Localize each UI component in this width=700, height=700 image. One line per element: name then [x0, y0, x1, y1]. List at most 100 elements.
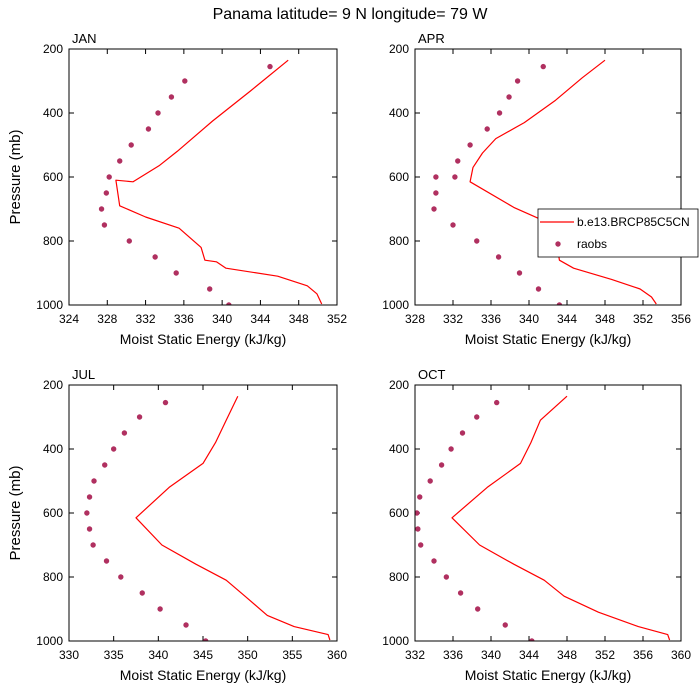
y-tick-label: 800	[43, 570, 63, 584]
y-tick-label: 800	[389, 570, 409, 584]
raobs-point	[535, 286, 542, 292]
x-tick-label: 348	[289, 312, 309, 326]
raobs-point	[117, 158, 123, 164]
raobs-point	[226, 302, 232, 305]
raobs-point	[415, 526, 421, 532]
raobs-point	[431, 206, 437, 212]
raobs-point	[152, 254, 158, 260]
raobs-point	[474, 238, 480, 244]
raobs-point	[90, 542, 96, 548]
plot-frame	[414, 384, 682, 642]
raobs-point	[448, 446, 454, 452]
plot-area	[84, 395, 331, 641]
raobs-point	[121, 430, 128, 436]
y-tick-label: 400	[389, 106, 409, 120]
raobs-point	[506, 94, 512, 100]
raobs-point	[459, 430, 466, 436]
model-line	[451, 395, 671, 641]
raobs-point	[502, 622, 508, 628]
raobs-point	[529, 638, 535, 641]
model-line	[135, 395, 331, 641]
raobs-point	[173, 270, 179, 276]
plot-frame	[68, 384, 338, 642]
raobs-point	[514, 78, 521, 84]
x-tick-label: 336	[174, 312, 194, 326]
x-tick-label: 345	[193, 648, 213, 662]
x-tick-label: 344	[519, 648, 539, 662]
legend-box	[537, 208, 699, 258]
y-tick-label: 600	[389, 170, 409, 184]
raobs-point	[427, 478, 433, 484]
y-tick-label: 400	[43, 106, 63, 120]
y-tick-label: 400	[389, 442, 409, 456]
raobs-point	[431, 558, 437, 564]
x-axis-label: Moist Static Energy (kJ/kg)	[465, 667, 632, 683]
raobs-point	[202, 638, 209, 641]
x-tick-label: 340	[212, 312, 232, 326]
raobs-point	[110, 446, 117, 452]
raobs-point	[106, 174, 112, 180]
x-tick-label: 356	[633, 648, 653, 662]
y-tick-label: 200	[389, 378, 409, 392]
model-line	[469, 59, 657, 305]
raobs-point	[84, 510, 90, 516]
plot-frame	[68, 48, 338, 306]
y-tick-label: 200	[43, 378, 63, 392]
legend-obs-swatch	[555, 241, 561, 247]
x-tick-label: 350	[238, 648, 258, 662]
raobs-point	[207, 286, 213, 292]
raobs-point	[86, 526, 93, 532]
y-tick-label: 200	[43, 42, 63, 56]
raobs-point	[98, 206, 105, 212]
raobs-point	[155, 110, 161, 116]
x-tick-label: 336	[443, 648, 463, 662]
raobs-point	[452, 174, 458, 180]
x-tick-label: 348	[557, 648, 577, 662]
raobs-point	[495, 254, 502, 260]
x-tick-label: 328	[97, 312, 117, 326]
x-tick-label: 360	[671, 648, 691, 662]
x-tick-label: 352	[595, 648, 615, 662]
y-axis-label: Pressure (mb)	[7, 465, 24, 560]
y-tick-label: 600	[43, 170, 63, 184]
panel-oct: OCT 332 336 340 344 348 352 356 360 200 400 600 800 1…	[382, 367, 691, 683]
x-tick-label: 360	[327, 648, 347, 662]
y-tick-label: 1000	[382, 634, 409, 648]
plot-frame	[414, 48, 682, 306]
raobs-point	[162, 399, 169, 406]
raobs-point	[467, 142, 473, 148]
panel-label: JAN	[72, 31, 97, 46]
raobs-point	[433, 174, 439, 180]
x-tick-label: 352	[633, 312, 653, 326]
raobs-point	[475, 606, 481, 612]
x-tick-label: 344	[557, 312, 577, 326]
y-tick-label: 1000	[382, 298, 409, 312]
raobs-point	[450, 222, 456, 228]
panel-jan: JAN 324 328 332 336 340 344 348 352 200 400 600 800 1…	[7, 31, 347, 347]
raobs-point	[102, 462, 108, 468]
legend-obs-label: raobs	[577, 237, 607, 251]
raobs-point	[484, 126, 490, 132]
x-tick-label: 356	[671, 312, 691, 326]
raobs-point	[417, 494, 423, 500]
raobs-point	[101, 222, 108, 228]
y-tick-label: 800	[43, 234, 63, 248]
model-line	[115, 59, 323, 305]
x-tick-label: 340	[481, 648, 501, 662]
raobs-point	[118, 574, 124, 580]
x-axis-label: Moist Static Energy (kJ/kg)	[465, 331, 632, 347]
raobs-point	[540, 63, 546, 70]
panels-group: JAN 324 328 332 336 340 344 348 352 200 400 600 800 1…	[7, 31, 691, 683]
panel-apr: APR 328 332 336 340 344 348 352 356 200 400 600 800 1…	[382, 31, 691, 347]
x-tick-label: 332	[405, 648, 425, 662]
x-tick-label: 328	[405, 312, 425, 326]
y-tick-label: 800	[389, 234, 409, 248]
panel-label: APR	[418, 31, 445, 46]
raobs-point	[455, 158, 461, 164]
panel-jul: JUL 330 335 340 345 350 355 360 200 400 600 800 1000…	[7, 367, 347, 683]
raobs-point	[496, 110, 503, 116]
raobs-point	[433, 190, 439, 196]
raobs-point	[556, 302, 563, 305]
x-tick-label: 340	[519, 312, 539, 326]
raobs-point	[457, 590, 464, 596]
